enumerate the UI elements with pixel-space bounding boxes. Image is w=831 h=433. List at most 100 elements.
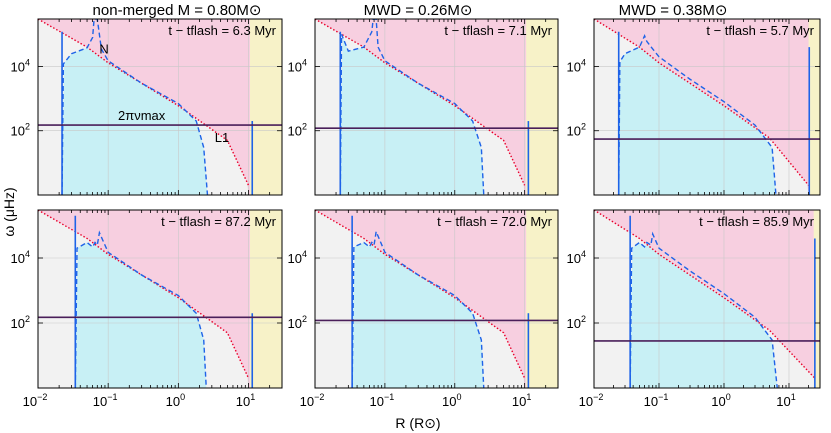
- bv-label: N: [99, 42, 108, 57]
- y-tick-label: 102: [11, 314, 30, 331]
- p-mode-region: [38, 210, 282, 388]
- y-axis-label: ω (μHz): [1, 187, 17, 236]
- y-tick-label: 102: [288, 314, 307, 331]
- envelope-region: [526, 210, 558, 388]
- x-tick-exponent: 1: [791, 392, 796, 402]
- y-tick-exponent: 2: [302, 314, 307, 324]
- x-tick-label: 101: [236, 392, 255, 409]
- panel-plot-area: [38, 19, 282, 195]
- column-title-2: MWD = 0.26M⊙: [364, 2, 473, 19]
- p-mode-region: [315, 210, 558, 388]
- x-tick-exponent: −2: [314, 392, 324, 402]
- y-tick-label: 102: [11, 122, 30, 139]
- x-tick-exponent: 0: [180, 392, 185, 402]
- brunt-vaisala-line: [61, 19, 209, 195]
- y-tick-exponent: 2: [581, 122, 586, 132]
- panel-top-right: 102 104 t − tflash = 5.7 Myr: [567, 18, 821, 196]
- panel-plot-area: [594, 19, 820, 195]
- y-tick-label: 104: [11, 57, 30, 74]
- y-tick-label: 104: [11, 249, 30, 266]
- panel-frame: [593, 18, 821, 196]
- x-tick-label: 10−1: [370, 392, 395, 409]
- column-title-1: non-merged M = 0.80M⊙: [93, 2, 262, 19]
- y-tick-label: 104: [288, 57, 307, 74]
- panel-plot-area: [315, 19, 558, 195]
- g-mode-region: [62, 47, 208, 195]
- x-tick-label: 10−2: [579, 392, 604, 409]
- time-since-flash-label: t − tflash = 85.9 Myr: [699, 214, 815, 229]
- x-tick-exponent: 0: [456, 392, 461, 402]
- panel-plot-area: [315, 210, 558, 388]
- time-since-flash-label: t − tflash = 87.2 Myr: [161, 214, 277, 229]
- y-tick-exponent: 4: [25, 57, 30, 67]
- envelope-region: [808, 19, 820, 195]
- x-tick-label: 100: [442, 392, 461, 409]
- y-tick-exponent: 2: [581, 314, 586, 324]
- x-tick-label: 101: [512, 392, 531, 409]
- time-since-flash-label: t − tflash = 5.7 Myr: [706, 23, 814, 38]
- panel-frame: [314, 18, 559, 196]
- brunt-vaisala-line: [618, 34, 777, 195]
- p-mode-region: [38, 19, 282, 195]
- x-tick-exponent: −1: [384, 392, 394, 402]
- panel-frame: [314, 209, 559, 389]
- y-tick-exponent: 2: [25, 122, 30, 132]
- time-since-flash-label: t − tflash = 7.1 Myr: [444, 23, 552, 38]
- envelope-region: [813, 210, 820, 388]
- y-tick-exponent: 4: [302, 57, 307, 67]
- time-since-flash-label: t − tflash = 72.0 Myr: [437, 214, 553, 229]
- panel-frame: [37, 18, 283, 196]
- brunt-vaisala-line: [339, 19, 485, 195]
- y-tick-label: 102: [567, 314, 586, 331]
- y-tick-exponent: 4: [25, 249, 30, 259]
- y-tick-label: 104: [567, 249, 586, 266]
- x-tick-exponent: 1: [526, 392, 531, 402]
- x-tick-exponent: 1: [250, 392, 255, 402]
- x-tick-exponent: −2: [37, 392, 47, 402]
- x-tick-exponent: 0: [726, 392, 731, 402]
- y-tick-label: 104: [567, 57, 586, 74]
- panel-plot-area: [38, 210, 282, 388]
- y-tick-label: 102: [288, 122, 307, 139]
- g-mode-region: [340, 37, 484, 195]
- column-title-3: MWD = 0.38M⊙: [619, 2, 728, 19]
- x-tick-exponent: −2: [593, 392, 603, 402]
- g-mode-region: [618, 47, 776, 195]
- envelope-region: [526, 19, 558, 195]
- panel-frame: [593, 209, 821, 389]
- x-tick-exponent: −1: [658, 392, 668, 402]
- x-tick-label: 10−1: [644, 392, 669, 409]
- panel-plot-area: [594, 210, 820, 388]
- brunt-vaisala-line: [74, 230, 207, 388]
- lamb-label: L1: [215, 130, 229, 145]
- brunt-vaisala-line: [629, 231, 778, 388]
- time-since-flash-label: t − tflash = 6.3 Myr: [168, 23, 276, 38]
- panel-frame: [37, 209, 283, 389]
- y-tick-exponent: 2: [302, 122, 307, 132]
- envelope-region: [250, 19, 282, 195]
- y-tick-exponent: 2: [25, 314, 30, 324]
- x-tick-label: 10−2: [23, 392, 48, 409]
- x-tick-label: 100: [166, 392, 185, 409]
- y-tick-exponent: 4: [302, 249, 307, 259]
- y-tick-exponent: 4: [581, 249, 586, 259]
- x-tick-label: 10−2: [300, 392, 325, 409]
- x-axis-label: R (R⊙): [395, 415, 440, 431]
- panel-top-middle: 102 104 t − tflash = 7.1 Myr: [288, 18, 559, 196]
- p-mode-region: [594, 19, 820, 195]
- x-tick-label: 101: [776, 392, 795, 409]
- brunt-vaisala-line: [351, 229, 485, 388]
- y-tick-label: 104: [288, 249, 307, 266]
- x-tick-label: 100: [711, 392, 730, 409]
- panel-top-left: 102 104 t − tflash = 6.3 Myr N 2πνmax L1: [11, 18, 283, 196]
- x-tick-exponent: −1: [107, 392, 117, 402]
- g-mode-region: [630, 242, 778, 388]
- p-mode-region: [594, 210, 820, 388]
- envelope-region: [250, 210, 282, 388]
- panel-bottom-left: 102 104 10−2 1 0 −1 100 101 t − tflash = 87.2 My…: [11, 209, 283, 409]
- p-mode-region: [315, 19, 558, 195]
